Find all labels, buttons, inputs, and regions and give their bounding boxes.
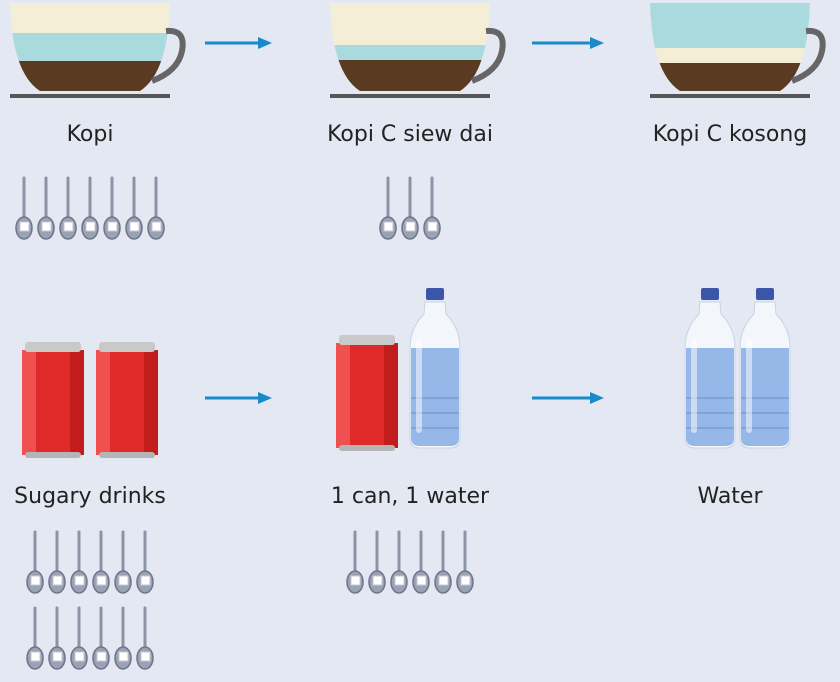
infographic: Kopi Kopi C siew dai Kopi C kosong Sugary d… bbox=[0, 0, 840, 682]
kopi-c-kosong-cup bbox=[640, 3, 823, 103]
item-label: Kopi bbox=[67, 122, 114, 147]
sugar-teaspoons bbox=[27, 532, 153, 669]
sugar-teaspoons bbox=[380, 178, 440, 239]
kopi-c-siew-dai-cup bbox=[320, 3, 503, 100]
sugary-drinks-icon bbox=[22, 342, 158, 458]
item-label: Kopi C kosong bbox=[653, 122, 807, 147]
item-label: Water bbox=[697, 484, 763, 509]
item-label: 1 can, 1 water bbox=[331, 484, 490, 509]
water-icon bbox=[685, 288, 790, 448]
sugar-teaspoons bbox=[347, 532, 473, 593]
kopi-cup bbox=[0, 3, 183, 101]
item-label: Kopi C siew dai bbox=[327, 122, 493, 147]
item-label: Sugary drinks bbox=[14, 484, 166, 509]
can-and-water-icon bbox=[336, 288, 460, 451]
sugar-teaspoons bbox=[16, 178, 164, 239]
